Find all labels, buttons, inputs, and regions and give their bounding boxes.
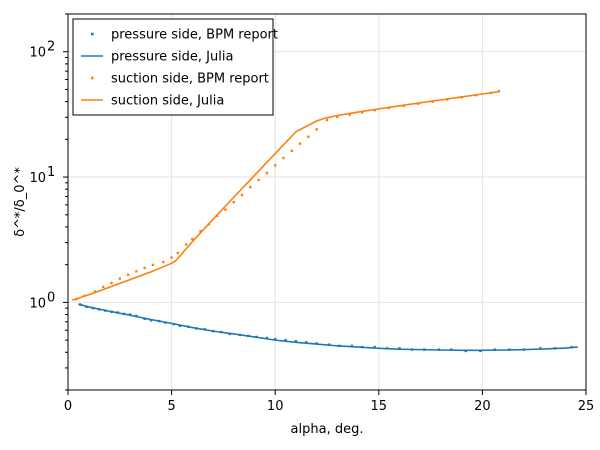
data-point — [93, 290, 97, 293]
legend-marker-swatch — [91, 32, 94, 36]
data-point — [199, 229, 202, 233]
data-point — [110, 281, 113, 285]
data-point — [184, 243, 188, 246]
x-tick-label: 20 — [474, 399, 491, 414]
data-point — [350, 344, 354, 348]
data-point — [224, 208, 227, 211]
data-point — [398, 347, 401, 350]
data-point — [348, 113, 351, 116]
plot-frame — [67, 13, 587, 391]
series-1 — [78, 303, 578, 352]
data-point — [265, 171, 269, 175]
y-tick-exponent: 2 — [47, 40, 55, 55]
data-point — [102, 285, 105, 289]
series-layer — [71, 89, 578, 353]
data-point — [151, 263, 155, 267]
data-point — [315, 128, 318, 131]
x-tick-label: 25 — [578, 399, 595, 414]
data-point — [284, 338, 287, 342]
data-point — [282, 156, 285, 160]
y-tick-label: 10 — [29, 296, 46, 311]
data-point — [170, 256, 173, 259]
legend-entry: pressure side, Julia — [81, 50, 233, 65]
data-point — [240, 193, 244, 197]
legend-box — [72, 18, 274, 116]
y-axis-label: δ^*/δ_0^* — [13, 167, 28, 237]
series-line — [78, 303, 578, 352]
data-point — [325, 118, 329, 122]
legend-marker-swatch — [91, 76, 94, 80]
data-point — [274, 164, 277, 167]
data-point — [126, 273, 130, 277]
data-point — [232, 201, 235, 204]
data-point — [373, 345, 376, 349]
legend: pressure side, BPM report pressure side, … — [72, 18, 278, 116]
data-point — [191, 237, 194, 241]
y-tick-label: 10 — [29, 171, 46, 186]
x-axis-label: alpha, deg. — [291, 422, 364, 437]
y-tick-exponent: 1 — [47, 165, 55, 180]
y-tick-label: 10 — [29, 46, 46, 61]
legend-label: suction side, Julia — [111, 94, 224, 109]
data-point — [135, 270, 138, 273]
data-point — [336, 115, 339, 118]
data-point — [298, 142, 302, 145]
data-point — [162, 260, 165, 264]
data-point — [497, 89, 501, 93]
data-point — [118, 277, 121, 280]
data-point — [274, 337, 277, 341]
legend-label: suction side, BPM report — [111, 72, 269, 87]
x-tick-label: 5 — [167, 399, 175, 414]
data-point — [305, 341, 308, 344]
series-line — [71, 90, 500, 302]
legend-entry: pressure side, BPM report — [91, 28, 278, 43]
data-point — [143, 266, 146, 270]
x-tick-label: 10 — [267, 399, 284, 414]
data-point — [290, 149, 293, 153]
data-point — [265, 336, 269, 340]
legend-label: pressure side, Julia — [111, 50, 233, 65]
data-point — [249, 186, 252, 189]
legend-label: pressure side, BPM report — [111, 28, 278, 43]
data-point — [176, 251, 180, 255]
data-point — [361, 111, 364, 114]
series-3 — [71, 90, 500, 302]
x-tick-label: 0 — [64, 399, 72, 414]
data-point — [257, 178, 260, 182]
legend-entry: suction side, Julia — [81, 94, 224, 109]
legend-entry: suction side, BPM report — [91, 72, 269, 87]
y-tick-exponent: 0 — [47, 290, 55, 305]
data-point — [294, 340, 298, 343]
x-tick-label: 15 — [371, 399, 388, 414]
data-point — [307, 135, 310, 138]
